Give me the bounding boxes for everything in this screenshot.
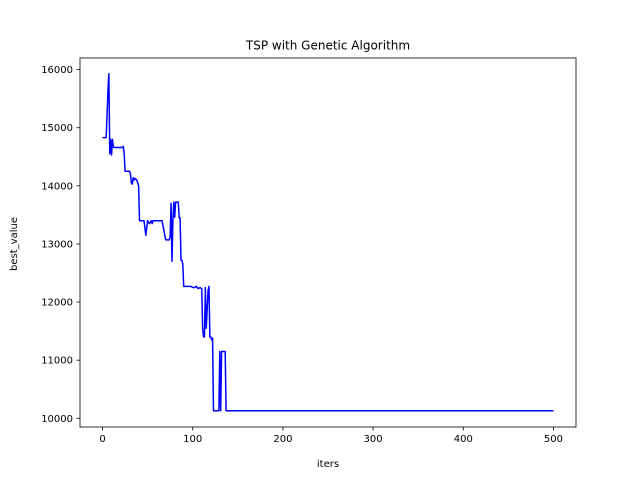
y-tick-label: 12000 (41, 298, 73, 309)
plot-frame (79, 57, 577, 428)
x-tick-label: 400 (454, 434, 473, 445)
y-tick-label: 13000 (41, 239, 73, 250)
x-tick-label: 500 (544, 434, 563, 445)
x-tick-label: 200 (273, 434, 292, 445)
chart-title: TSP with Genetic Algorithm (245, 39, 410, 53)
y-tick-label: 16000 (41, 65, 73, 76)
x-axis-label: iters (317, 459, 339, 470)
x-tick-label: 0 (99, 434, 105, 445)
y-tick-label: 14000 (41, 181, 73, 192)
y-tick-label: 15000 (41, 123, 73, 134)
y-axis-label: best_value (9, 217, 20, 271)
y-axis-ticks: 10000 11000 12000 13000 14000 15000 16000 (41, 65, 80, 425)
plot-area (79, 57, 577, 428)
x-tick-label: 100 (183, 434, 202, 445)
series-line-0 (102, 72, 554, 412)
x-tick-label: 300 (364, 434, 383, 445)
x-axis-ticks: 0 100 200 300 400 500 (99, 427, 563, 445)
y-tick-label: 10000 (41, 414, 73, 425)
y-tick-label: 11000 (41, 356, 73, 367)
